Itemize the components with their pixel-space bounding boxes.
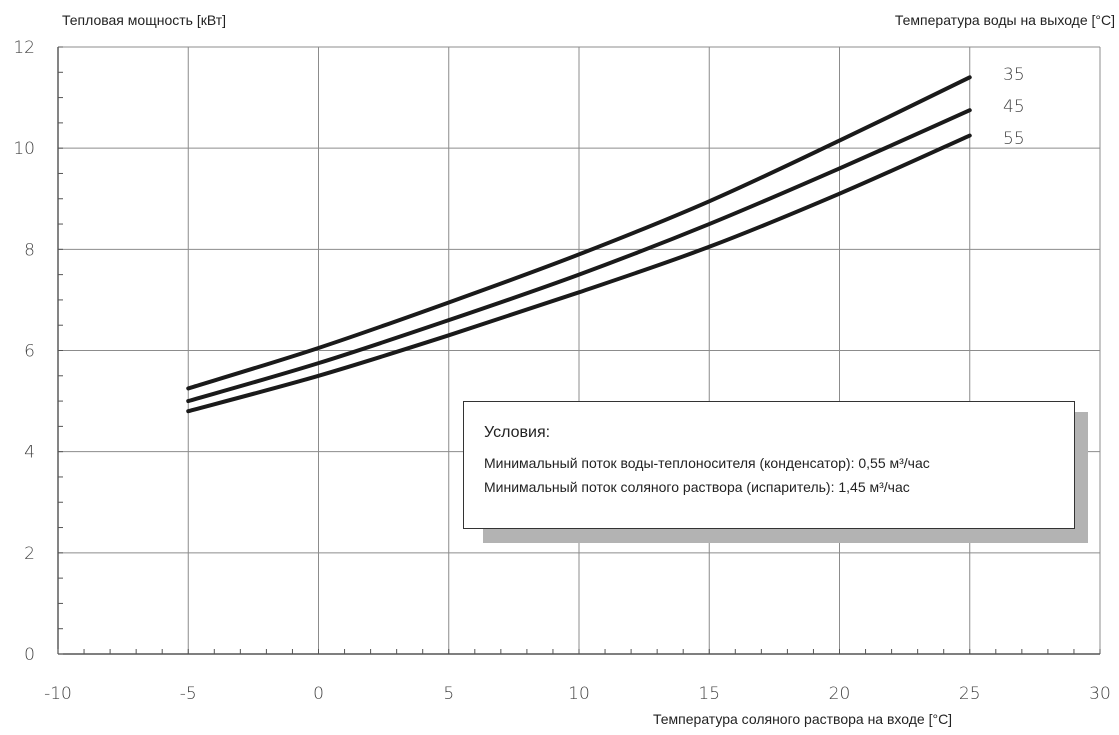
y-tick-label: 10	[13, 139, 35, 159]
series-label-55: 55	[1003, 129, 1025, 149]
x-tick-label: 20	[829, 684, 851, 704]
axes	[57, 46, 1101, 655]
x-tick-label: -10	[44, 684, 72, 704]
y-tick-label: 12	[13, 38, 35, 58]
series-labels: 35 45 55	[1003, 65, 1025, 149]
y-tick-label: 0	[24, 645, 35, 665]
legend-title: Температура воды на выходе [°C]	[894, 12, 1115, 28]
tick-labels: -10 -5 0 5 10 15 20 25 30 0 2 4 6 8 10 12	[13, 38, 1110, 704]
series-lines	[186, 75, 972, 414]
x-tick-label: -5	[180, 684, 197, 704]
y-axis-label: Тепловая мощность [кВт]	[62, 12, 227, 28]
x-tick-label: 15	[698, 684, 720, 704]
y-tick-label: 2	[24, 544, 35, 564]
x-tick-label: 0	[313, 684, 324, 704]
conditions-box: Условия: Минимальный поток воды-теплонос…	[463, 401, 1075, 529]
series-line-55	[186, 133, 972, 414]
y-tick-label: 6	[24, 342, 35, 362]
x-tick-label: 5	[443, 684, 454, 704]
conditions-line-1: Минимальный поток воды-теплоносителя (ко…	[484, 455, 930, 471]
x-tick-label: 10	[568, 684, 590, 704]
series-label-45: 45	[1003, 97, 1025, 117]
series-line-45	[186, 108, 972, 404]
series-line-35	[186, 75, 972, 391]
x-axis-label: Температура соляного раствора на входе […	[653, 711, 953, 727]
x-tick-label: 30	[1089, 684, 1111, 704]
conditions-line-2: Минимальный поток соляного раствора (исп…	[484, 479, 910, 495]
conditions-title: Условия:	[484, 424, 551, 441]
series-label-35: 35	[1003, 65, 1025, 85]
x-tick-label: 25	[959, 684, 981, 704]
y-tick-label: 8	[24, 240, 35, 260]
y-tick-label: 4	[24, 443, 35, 463]
grid	[57, 46, 1101, 655]
